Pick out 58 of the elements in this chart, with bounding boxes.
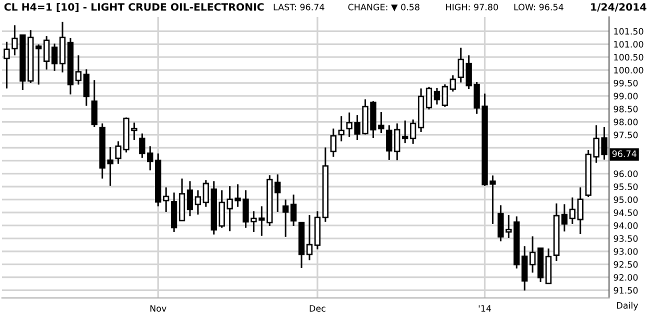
candlestick [282, 198, 289, 238]
candlestick [43, 35, 50, 70]
candlestick [330, 128, 336, 158]
candlestick [529, 236, 536, 274]
candlestick [83, 68, 90, 107]
y-tick-label: 94.50 [614, 209, 638, 216]
candlestick [36, 44, 42, 86]
candlestick [577, 186, 584, 235]
y-tick-label: 93.00 [614, 248, 638, 255]
candlestick [290, 194, 297, 227]
x-tick-label: Dec [310, 305, 326, 312]
y-tick-label: 100.50 [614, 54, 644, 61]
text: 1/24/2014 [591, 3, 646, 12]
candlestick [338, 115, 344, 142]
candlestick [91, 79, 98, 128]
y-tick-label: 101.50 [614, 28, 644, 35]
y-tick-label: 95.50 [614, 183, 638, 190]
candlestick [274, 174, 281, 213]
text: HIGH: 97.80 [446, 4, 498, 10]
candlestick [306, 214, 313, 261]
candlestick [162, 186, 170, 213]
y-tick-label: 92.00 [614, 274, 638, 281]
candlestick [569, 196, 576, 225]
y-tick-label: 94.00 [614, 222, 638, 229]
y-tick-label: 99.50 [614, 80, 638, 86]
candlestick [450, 74, 456, 92]
y-tick-label: 92.50 [614, 261, 638, 268]
candlestick [51, 42, 58, 72]
candlestick [194, 189, 202, 216]
y-tick-label: 98.50 [614, 106, 638, 112]
candlestick [75, 54, 82, 86]
y-tick-label: 99.00 [614, 92, 638, 100]
candlestick [394, 122, 400, 161]
y-tick-label: 91.50 [614, 287, 638, 294]
candlestick [186, 180, 194, 217]
candlestick [561, 203, 568, 232]
y-tick-label: 95.00 [614, 196, 638, 204]
x-tick-label: '14 [478, 305, 492, 312]
candlestick [434, 87, 440, 106]
y-tick-label: 98.00 [614, 118, 638, 126]
x-tick-label: Nov [150, 305, 166, 312]
text: LAST: 96.74 [274, 4, 324, 10]
candlestick [402, 120, 408, 144]
y-tick-label: 101.00 [614, 40, 644, 48]
annotation: 96.74 [612, 150, 636, 158]
y-tick-label: 93.50 [614, 235, 638, 242]
chart-title: CL H4=1 [10] - LIGHT CRUDE OIL-ELECTRONIC [4, 2, 264, 12]
text: CHANGE: ▼ 0.58 [348, 4, 420, 12]
text: LOW: 96.54 [514, 4, 564, 10]
y-tick-label: 100.00 [614, 66, 644, 74]
candlestick [442, 84, 448, 108]
candlestick [202, 179, 209, 208]
candlestick [410, 118, 416, 145]
candlestick [386, 124, 392, 161]
candlestick [426, 86, 432, 110]
y-tick-label: 97.50 [614, 132, 638, 138]
y-tick-label: 96.00 [614, 170, 638, 178]
text: Daily [617, 302, 638, 310]
